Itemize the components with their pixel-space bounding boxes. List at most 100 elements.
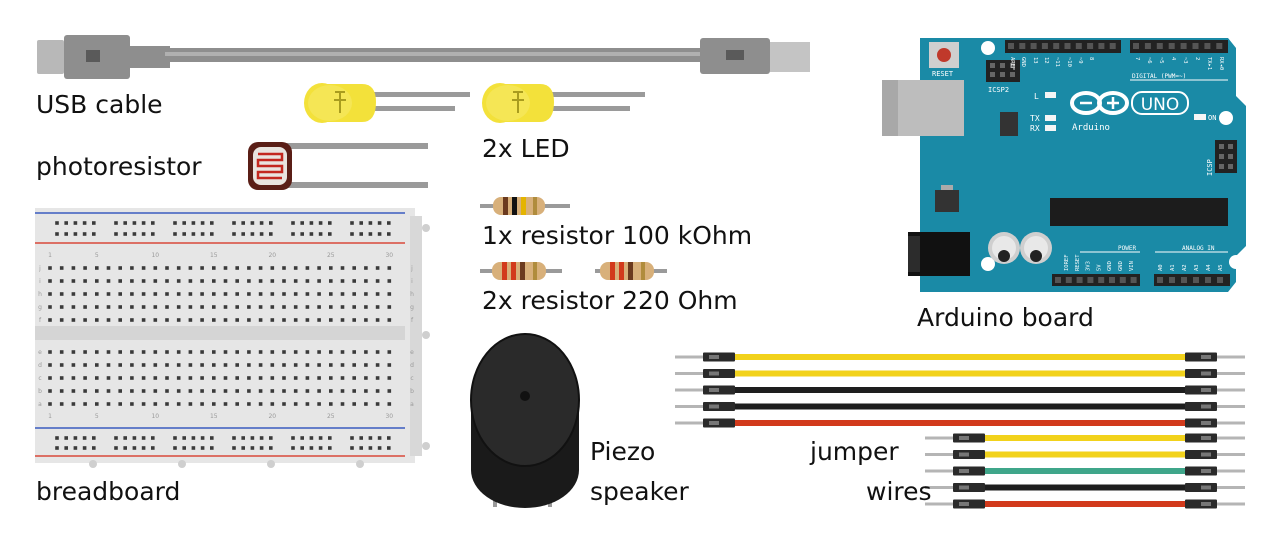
breadboard-hole: [71, 389, 76, 393]
jumper-label-line1: jumper: [809, 437, 899, 466]
breadboard-hole: [130, 279, 134, 283]
breadboard-hole: [48, 266, 52, 270]
breadboard-hole: [95, 305, 99, 309]
breadboard-hole: [130, 363, 134, 367]
rail-hole: [151, 446, 155, 450]
power-pin-label: VIN: [1129, 261, 1135, 271]
breadboard-hole: [235, 318, 239, 322]
breadboard-hole: [141, 363, 146, 367]
breadboard-hole: [352, 350, 356, 354]
breadboard-hole: [71, 402, 76, 406]
rail-hole: [191, 221, 196, 225]
breadboard-hole: [71, 292, 76, 296]
icsp-pin: [1228, 144, 1233, 149]
breadboard-hole: [282, 402, 286, 406]
row-letter: c: [38, 375, 41, 382]
row-letter: i: [39, 278, 41, 285]
column-number: 25: [327, 252, 335, 259]
breadboard-hole: [282, 266, 286, 270]
breadboard-hole: [223, 363, 228, 367]
breadboard-hole: [71, 266, 76, 270]
rail-hole: [269, 221, 273, 225]
breadboard-hole: [176, 279, 181, 283]
rail-hole: [200, 446, 205, 450]
rail-hole: [250, 221, 255, 225]
column-number: 30: [385, 252, 393, 259]
breadboard-hole: [317, 292, 321, 296]
breadboard-hole: [340, 363, 345, 367]
breadboard-hole: [223, 350, 228, 354]
led-2: [482, 83, 645, 123]
breadboard-hole: [375, 402, 380, 406]
column-number: 20: [268, 252, 276, 259]
breadboard-hole: [247, 402, 251, 406]
digital-pin-label: 12: [1043, 57, 1049, 64]
header-pin: [1205, 277, 1211, 283]
breadboard-hole: [176, 402, 181, 406]
breadboard-hole: [247, 292, 251, 296]
header-pin: [1204, 43, 1211, 49]
breadboard-hole: [317, 305, 321, 309]
breadboard-hole: [352, 402, 356, 406]
breadboard-hole: [258, 402, 263, 406]
breadboard-hole: [387, 363, 392, 367]
breadboard-hole: [305, 376, 310, 380]
breadboard-hole: [258, 305, 263, 309]
rail-hole: [377, 232, 382, 236]
breadboard-hole: [83, 292, 87, 296]
rail-hole: [359, 446, 363, 450]
breadboard-hole: [305, 318, 310, 322]
breadboard-hole: [141, 350, 146, 354]
breadboard-hole: [48, 305, 52, 309]
rail-hole: [64, 446, 68, 450]
breadboard-hole: [329, 266, 333, 270]
breadboard-hole: [165, 279, 169, 283]
breadboard-hole: [329, 402, 333, 406]
breadboard-hole: [141, 376, 146, 380]
breadboard-hole: [305, 402, 310, 406]
analog-pin-label: A0: [1158, 264, 1164, 271]
digital-pin-labels: AREF GND 13 12 ~11 ~10 ~9 8 7 ~6 ~5 4 ~3 2 TX▸1 RX◂0: [1009, 57, 1224, 70]
rail-hole: [291, 221, 295, 225]
breadboard-hole: [71, 376, 76, 380]
breadboard-hole: [340, 318, 345, 322]
breadboard-hole: [153, 279, 158, 283]
jumper-wires: [675, 352, 1245, 509]
icsp-pins: [1219, 144, 1233, 169]
arduino-icsp-label: ICSP: [1206, 159, 1214, 176]
breadboard-hole: [317, 389, 321, 393]
breadboard-hole: [352, 305, 356, 309]
breadboard-hole: [200, 363, 204, 367]
digital-pin-label: 2: [1194, 57, 1200, 60]
breadboard-hole: [106, 402, 111, 406]
breadboard-hole: [130, 266, 134, 270]
power-pin-label: GND: [1118, 261, 1124, 271]
breadboard-hole: [188, 266, 193, 270]
breadboard-hole: [95, 350, 99, 354]
rail-hole: [114, 436, 118, 440]
breadboard-hole: [247, 305, 251, 309]
breadboard-hole: [364, 279, 368, 283]
rail-hole: [132, 436, 137, 440]
breadboard-hole: [212, 292, 216, 296]
breadboard-hole: [118, 402, 122, 406]
breadboard-hole: [329, 376, 333, 380]
rail-hole: [269, 446, 273, 450]
breadboard-hole: [270, 292, 275, 296]
breadboard-hole: [95, 292, 99, 296]
breadboard-hole: [188, 350, 193, 354]
breadboard-hole: [212, 279, 216, 283]
breadboard-hole: [352, 389, 356, 393]
breadboard-hole: [212, 402, 216, 406]
breadboard-hole: [165, 305, 169, 309]
digital-pin-label: ~5: [1158, 57, 1164, 64]
rail-hole: [309, 221, 314, 225]
breadboard-hole: [200, 292, 204, 296]
rail-hole: [241, 446, 245, 450]
breadboard-hole: [364, 402, 368, 406]
breadboard-hole: [188, 292, 193, 296]
icsp2-pin: [1000, 72, 1005, 77]
column-number: 25: [327, 413, 335, 420]
rail-hole: [300, 232, 304, 236]
breadboard-hole: [200, 266, 204, 270]
